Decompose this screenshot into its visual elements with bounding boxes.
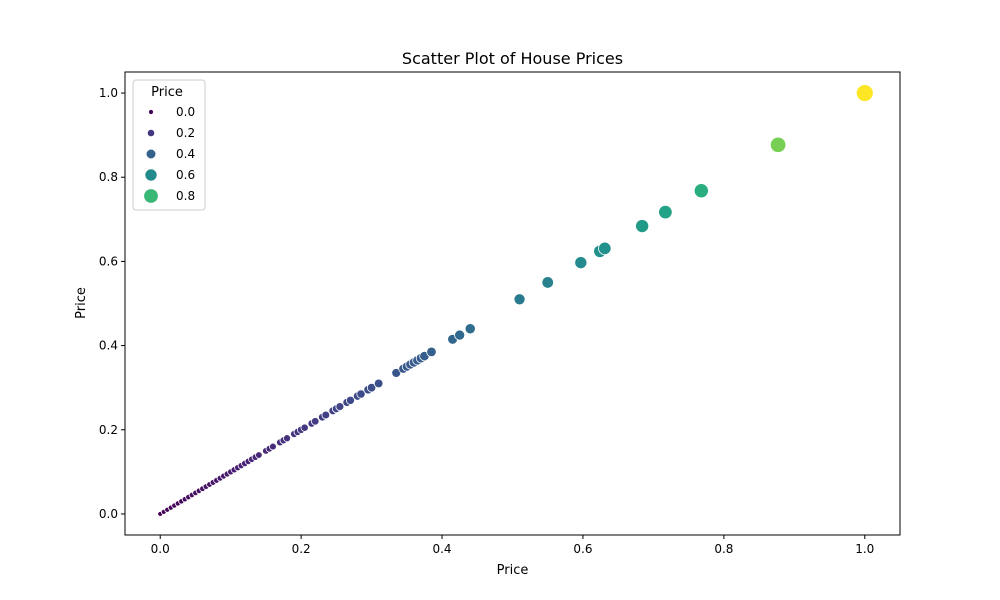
x-tick-label: 0.0	[151, 542, 170, 556]
y-tick-label: 0.2	[99, 423, 118, 437]
data-point	[598, 241, 612, 256]
x-tick-label: 0.4	[432, 542, 451, 556]
legend-label: 0.0	[176, 105, 195, 119]
legend-marker	[144, 168, 158, 182]
data-point	[769, 136, 787, 153]
data-point	[255, 451, 263, 459]
data-point	[335, 402, 345, 412]
plot-area-frame	[124, 71, 901, 536]
data-point	[541, 276, 554, 289]
legend-title: Price	[151, 85, 183, 100]
legend-label: 0.6	[176, 168, 195, 182]
y-tick-label: 0.6	[99, 254, 118, 268]
data-point	[658, 204, 673, 220]
y-tick-label: 1.0	[99, 86, 118, 100]
data-point	[345, 395, 355, 405]
legend: Price 0.0 0.2 0.4 0.6 0.8	[132, 79, 206, 211]
x-tick-label: 0.6	[573, 542, 592, 556]
data-point	[426, 346, 437, 358]
data-point	[283, 434, 292, 443]
x-axis-label: Price	[497, 563, 529, 578]
data-point	[321, 410, 331, 420]
chart-title: Scatter Plot of House Prices	[402, 49, 623, 68]
y-tick-label: 0.4	[99, 339, 118, 353]
data-point	[454, 329, 466, 341]
data-point	[574, 256, 588, 270]
x-tick-label: 0.2	[292, 542, 311, 556]
data-point	[513, 293, 526, 306]
y-axis-label: Price	[74, 287, 89, 319]
data-point	[373, 378, 384, 389]
legend-marker	[145, 148, 157, 160]
legend-entries: 0.0 0.2 0.4 0.6 0.8	[143, 105, 195, 204]
axes-layer: 0.0 0.2 0.4 0.6 0.8 1.0 0.0 0.2 0.4 0.6 0.8 1.0	[99, 71, 901, 556]
legend-label: 0.2	[176, 126, 195, 140]
points-layer	[157, 84, 874, 517]
legend-label: 0.8	[176, 189, 195, 203]
y-tick-label: 0.0	[99, 507, 118, 521]
data-point	[464, 323, 476, 335]
x-tick-label: 0.8	[714, 542, 733, 556]
data-point	[366, 382, 377, 393]
data-point	[635, 219, 650, 234]
x-tick-label: 1.0	[855, 542, 874, 556]
legend-marker	[148, 109, 154, 115]
data-point	[300, 423, 309, 432]
data-point	[356, 389, 366, 399]
data-point	[311, 417, 320, 426]
legend-marker	[146, 128, 156, 138]
legend-label: 0.4	[176, 147, 195, 161]
y-tick-label: 0.8	[99, 170, 118, 184]
data-point	[855, 84, 874, 102]
legend-marker	[143, 188, 159, 204]
data-point	[269, 442, 277, 451]
data-point	[693, 183, 709, 199]
